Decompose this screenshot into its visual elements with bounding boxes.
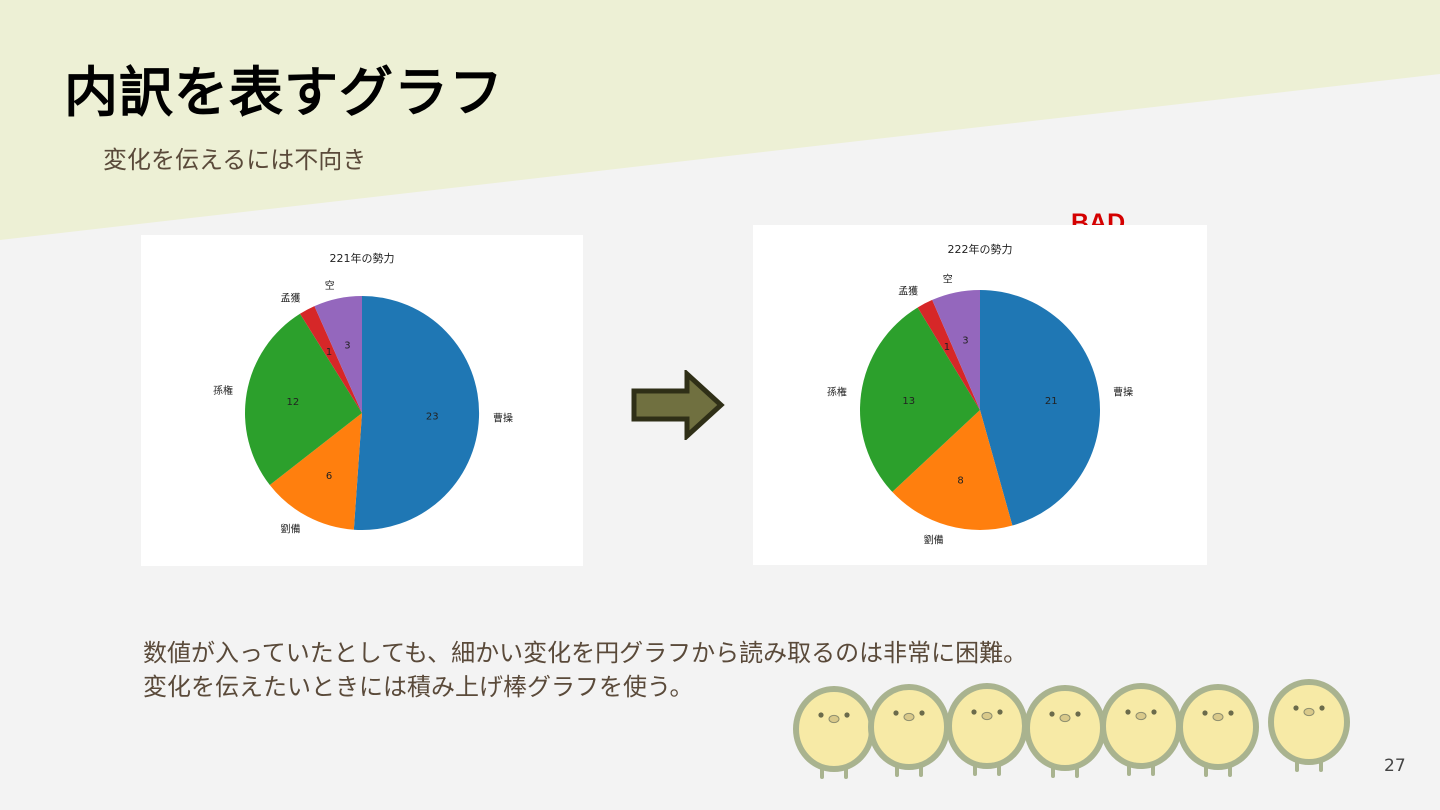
pie-slice-liu-bei xyxy=(269,413,362,530)
chick-character-icon xyxy=(1177,684,1259,777)
slice-value-label: 1 xyxy=(944,342,950,353)
slice-value-label: 21 xyxy=(1045,396,1058,407)
slide-subtitle: 変化を伝えるには不向き xyxy=(103,146,367,174)
chick-character-icon xyxy=(793,686,875,779)
pie-slice-empty xyxy=(314,296,362,413)
slice-value-label: 1 xyxy=(326,347,332,358)
chick-character-icon xyxy=(868,684,950,777)
slice-value-label: 3 xyxy=(962,336,968,347)
body-line-2: 変化を伝えたいときには積み上げ棒グラフを使う。 xyxy=(143,673,694,701)
page-number: 27 xyxy=(1384,756,1406,776)
slice-category-label: 孟獲 xyxy=(281,291,301,304)
slice-value-label: 6 xyxy=(326,471,332,482)
slice-value-label: 3 xyxy=(344,340,350,351)
slice-category-label: 曹操 xyxy=(1113,386,1133,399)
slice-value-label: 23 xyxy=(426,411,439,422)
chart-title: 222年の勢力 xyxy=(948,242,1013,256)
chart-title: 221年の勢力 xyxy=(330,251,395,265)
body-text: 数値が入っていたとしても、細かい変化を円グラフから読み取るのは非常に困難。 変化… xyxy=(143,636,1027,704)
pie-slice-cao-cao xyxy=(980,290,1101,526)
pie-slice-liu-bei xyxy=(892,410,1013,531)
slice-category-label: 劉備 xyxy=(924,533,944,546)
slice-category-label: 曹操 xyxy=(493,412,513,425)
chick-character-icon xyxy=(1268,679,1350,772)
slice-category-label: 劉備 xyxy=(281,523,301,536)
right-arrow-icon xyxy=(631,370,725,440)
body-line-1: 数値が入っていたとしても、細かい変化を円グラフから読み取るのは非常に困難。 xyxy=(143,639,1028,667)
pie-slice-cao-cao xyxy=(353,295,480,530)
chick-character-icon xyxy=(1024,685,1106,778)
chick-characters xyxy=(793,679,1350,779)
pie-slice-sun-quan xyxy=(245,313,362,486)
pie-chart-221-svg: 221年の勢力 23 曹操 6 劉備 12 孫権 1 孟獲 3 空 xyxy=(213,251,513,536)
slice-category-label: 孫権 xyxy=(213,384,233,397)
pie-slice-meng-huo xyxy=(300,306,362,413)
slice-category-label: 孫権 xyxy=(827,386,847,399)
pie-slice-sun-quan xyxy=(859,307,980,492)
chick-character-icon xyxy=(1100,683,1182,776)
slide-title: 内訳を表すグラフ xyxy=(64,61,504,124)
chick-character-icon xyxy=(946,683,1028,776)
pie-slice-meng-huo xyxy=(917,299,980,410)
slice-category-label: 孟獲 xyxy=(898,285,918,298)
pie-chart-221: 221年の勢力 23 曹操 6 劉備 12 孫権 1 孟獲 3 空 xyxy=(141,235,583,566)
slice-value-label: 13 xyxy=(902,396,915,407)
slice-category-label: 空 xyxy=(943,272,953,285)
pie-slice-empty xyxy=(932,290,980,410)
slice-value-label: 12 xyxy=(287,397,300,408)
header-banner xyxy=(0,0,1440,240)
pie-chart-222-svg: 222年の勢力 21 曹操 8 劉備 13 孫権 1 孟獲 3 空 xyxy=(827,242,1133,546)
slice-value-label: 8 xyxy=(957,475,963,486)
slice-category-label: 空 xyxy=(325,279,335,292)
pie-chart-222: 222年の勢力 21 曹操 8 劉備 13 孫権 1 孟獲 3 空 xyxy=(753,225,1207,565)
